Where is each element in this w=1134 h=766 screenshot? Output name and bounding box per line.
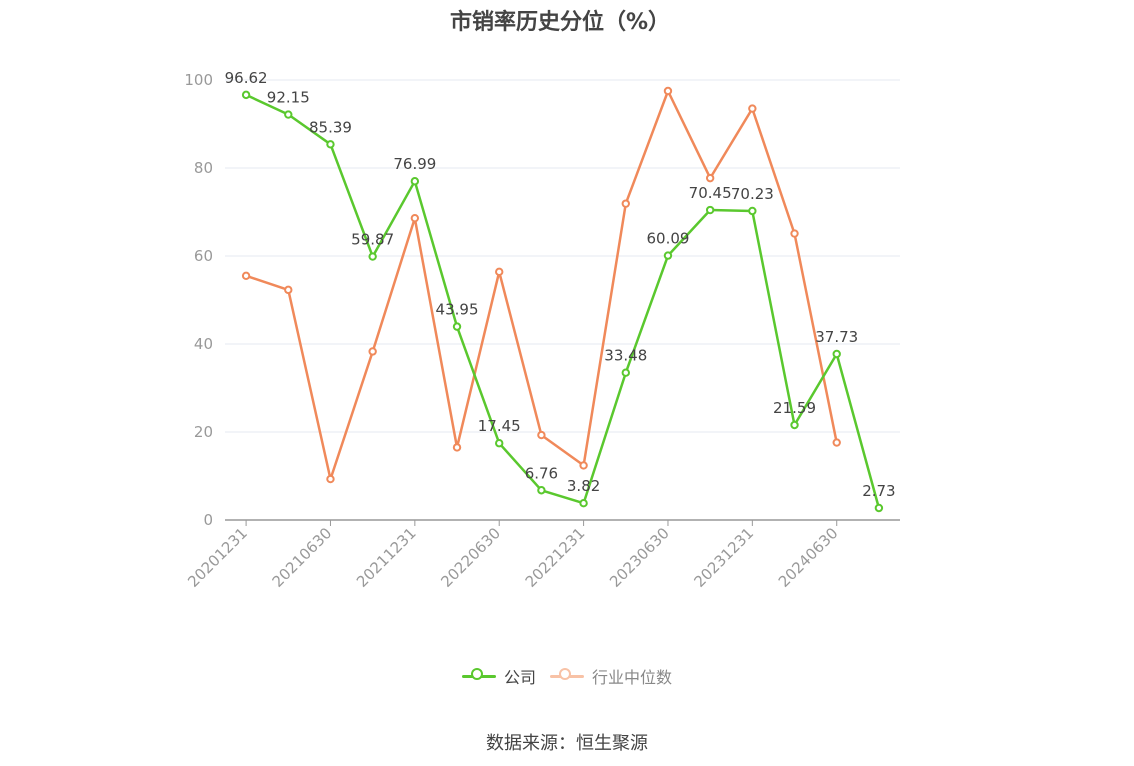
company-data-point: [241, 90, 251, 100]
company-series-line: [245, 93, 881, 509]
company-data-label: 3.82: [567, 477, 600, 495]
y-tick-label: 80: [194, 159, 213, 177]
company-data-label: 60.09: [646, 230, 689, 248]
company-data-point: [495, 439, 504, 448]
industry-data-point: [579, 461, 588, 470]
legend-item-company[interactable]: 公司: [461, 664, 536, 688]
company-data-point: [832, 349, 841, 359]
company-data-label: 92.15: [267, 89, 310, 107]
data-source-note: 数据来源：恒生聚源: [486, 733, 648, 754]
x-tick-label: 20230630: [606, 524, 673, 591]
company-data-label: 70.23: [731, 185, 774, 203]
company-data-point: [790, 420, 799, 430]
x-tick-label: 20211231: [353, 524, 420, 591]
x-tick-label: 20221231: [522, 524, 589, 591]
y-tick-label: 100: [184, 71, 213, 89]
company-data-label: 17.45: [478, 417, 521, 435]
company-data-label: 85.39: [309, 118, 352, 136]
company-data-point: [705, 205, 715, 215]
company-data-label: 37.73: [815, 328, 858, 346]
industry-data-point: [241, 271, 251, 280]
industry-data-point: [410, 213, 420, 223]
legend-industry-label: 行业中位数: [592, 668, 673, 687]
company-data-label: 96.62: [225, 69, 268, 87]
company-data-label: 33.48: [604, 347, 647, 365]
company-data-point: [874, 503, 884, 513]
industry-data-point: [621, 199, 630, 208]
company-data-point: [748, 206, 757, 216]
legend-item-industry[interactable]: 行业中位数: [550, 664, 672, 688]
company-data-point: [284, 110, 293, 119]
company-data-label: 43.95: [436, 301, 479, 319]
company-data-point: [368, 252, 377, 261]
industry-data-point: [284, 285, 293, 295]
company-data-point: [621, 368, 630, 377]
company-data-label: 2.73: [862, 482, 895, 500]
industry-data-point: [537, 430, 546, 440]
company-data-label: 6.76: [525, 464, 558, 482]
company-data-point: [410, 177, 420, 186]
industry-data-point: [748, 104, 757, 113]
x-tick-label: 20210630: [269, 524, 336, 591]
industry-data-point: [368, 347, 377, 356]
chart-title: 市销率历史分位（%）: [449, 10, 671, 35]
y-tick-label: 60: [194, 247, 213, 265]
company-data-point: [579, 498, 588, 508]
x-tick-label: 20231231: [690, 524, 757, 591]
x-tick-label: 20201231: [184, 524, 251, 591]
legend-company-marker: [461, 668, 496, 683]
company-data-point: [663, 251, 673, 260]
y-tick-label: 40: [194, 335, 213, 353]
industry-data-point: [790, 229, 799, 238]
industry-data-point: [326, 474, 335, 484]
x-tick-label: 20240630: [775, 524, 842, 591]
legend-company-label: 公司: [503, 668, 536, 687]
industry-series-line: [245, 89, 838, 481]
x-tick-label: 20220630: [437, 524, 504, 591]
company-data-point: [326, 140, 335, 149]
industry-data-point: [663, 86, 673, 96]
company-data-point: [537, 486, 546, 495]
company-data-label: 70.45: [689, 184, 732, 202]
y-tick-label: 20: [194, 423, 213, 441]
industry-data-point: [705, 173, 715, 183]
company-data-label: 21.59: [773, 399, 816, 417]
industry-data-point: [452, 443, 462, 452]
company-data-label: 59.87: [351, 231, 394, 249]
company-data-point: [452, 322, 462, 331]
industry-data-point: [495, 267, 504, 277]
chart-legend: 公司 行业中位数: [0, 664, 1134, 688]
company-data-label: 76.99: [393, 155, 436, 173]
legend-industry-marker: [550, 668, 584, 683]
y-tick-label: 0: [203, 511, 213, 529]
industry-data-point: [832, 438, 841, 447]
